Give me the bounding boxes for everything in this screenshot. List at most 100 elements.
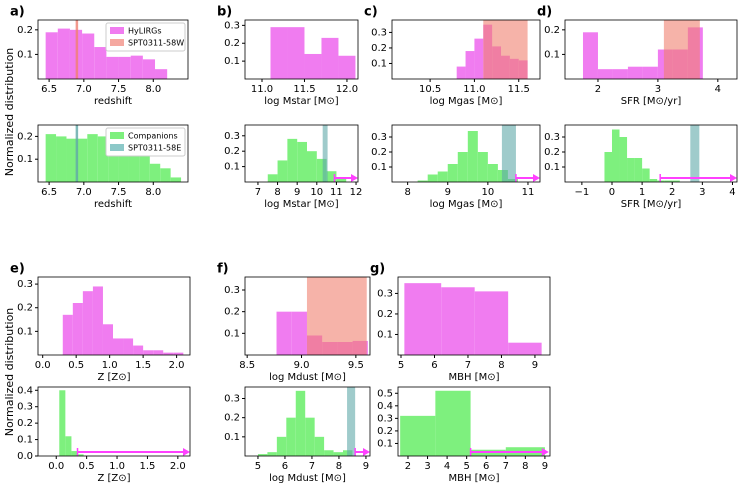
bar xyxy=(333,452,344,456)
bar xyxy=(627,158,635,182)
x-tick-label: 7 xyxy=(309,461,315,472)
x-tick-label: 6.5 xyxy=(41,84,57,95)
bar xyxy=(316,158,327,182)
x-tick-label: 11.5 xyxy=(293,84,315,95)
x-tick-label: 9 xyxy=(445,187,451,198)
bar xyxy=(649,179,658,182)
shaded-band xyxy=(322,125,328,182)
legend-label: HyLIRGs xyxy=(128,27,162,36)
y-tick-label: 0.1 xyxy=(371,162,387,173)
legend-box xyxy=(105,127,186,157)
bar xyxy=(106,56,119,79)
x-tick-label: 12.0 xyxy=(336,84,358,95)
y-tick-label: 0.3 xyxy=(377,288,393,299)
y-axis-label: Normalized distribution xyxy=(3,308,16,437)
bar xyxy=(276,311,292,355)
bar xyxy=(112,338,124,355)
x-tick-label: 2.0 xyxy=(169,360,185,371)
y-tick-label: 0.3 xyxy=(17,279,33,290)
y-tick-label: 0.3 xyxy=(371,27,387,38)
y-tick-label: 0.1 xyxy=(377,438,393,449)
bar xyxy=(627,66,643,79)
y-tick-label: 0.1 xyxy=(17,49,33,60)
x-tick-label: 6 xyxy=(483,461,489,472)
y-tick-label: 0.1 xyxy=(224,432,240,443)
y-tick-label: 0.3 xyxy=(224,285,240,296)
bar xyxy=(297,141,307,182)
x-tick-label: 9 xyxy=(363,461,369,472)
limit-arrow-head xyxy=(533,174,540,182)
bar xyxy=(277,160,288,182)
bar xyxy=(97,136,109,182)
axes-frame xyxy=(244,386,371,457)
x-tick-label: 8 xyxy=(274,187,280,198)
bar xyxy=(336,178,347,182)
x-tick-label: 7.5 xyxy=(111,84,127,95)
legend-swatch xyxy=(110,39,124,46)
bar xyxy=(321,37,339,79)
bar xyxy=(257,454,268,456)
bar xyxy=(153,350,164,355)
x-tick-label: 11 xyxy=(330,187,343,198)
bar xyxy=(102,324,113,355)
x-tick-label: 4 xyxy=(729,187,735,198)
bar xyxy=(326,171,337,182)
x-axis-label: log Mgas [M⊙] xyxy=(430,199,503,210)
bar xyxy=(71,451,78,456)
x-axis-label: redshift xyxy=(94,199,132,210)
bar xyxy=(56,136,67,182)
legend-swatch xyxy=(110,144,124,151)
y-tick-label: 0.2 xyxy=(17,131,33,142)
x-tick-label: 7.0 xyxy=(76,84,92,95)
bar xyxy=(139,152,150,182)
bar xyxy=(582,32,598,79)
y-tick-label: 0.1 xyxy=(224,56,240,67)
legend-label: SPT0311-58W xyxy=(128,39,184,48)
x-tick-label: 8 xyxy=(522,461,528,472)
x-axis-label: log Mstar [M⊙] xyxy=(264,96,339,107)
x-tick-label: 7 xyxy=(465,360,471,371)
bar xyxy=(672,180,680,182)
shaded-band xyxy=(690,125,700,182)
bar xyxy=(467,131,478,182)
x-axis-label: log Mgas [M⊙] xyxy=(430,96,503,107)
y-tick-label: 0.2 xyxy=(224,307,240,318)
bar xyxy=(59,390,66,456)
x-tick-label: 8.0 xyxy=(145,187,161,198)
bar xyxy=(474,38,484,79)
y-tick-label: 0.3 xyxy=(224,131,240,142)
panel-label: d) xyxy=(537,5,552,20)
axes-frame xyxy=(37,276,191,356)
y-tick-label: 0.2 xyxy=(371,147,387,158)
bar xyxy=(82,33,95,79)
bar xyxy=(487,164,498,182)
bar xyxy=(143,350,154,355)
bar xyxy=(94,47,107,79)
panel-label: a) xyxy=(10,5,25,20)
x-tick-label: 9 xyxy=(294,187,300,198)
y-tick-label: 0.2 xyxy=(224,413,240,424)
panel-label: g) xyxy=(370,262,385,277)
bar xyxy=(437,171,448,182)
y-tick-label: 0.1 xyxy=(544,162,560,173)
legend-swatch xyxy=(110,132,124,139)
bar xyxy=(642,168,650,182)
x-tick-label: 1 xyxy=(639,187,645,198)
legend-swatch xyxy=(110,27,124,34)
x-tick-label: 3 xyxy=(424,461,430,472)
bar xyxy=(160,168,171,182)
x-tick-label: 5 xyxy=(398,360,404,371)
limit-arrow-head xyxy=(183,448,190,456)
x-tick-label: 9.5 xyxy=(348,360,364,371)
bar xyxy=(118,150,129,182)
x-tick-label: 7.5 xyxy=(111,187,127,198)
bar xyxy=(65,436,72,456)
x-axis-label: redshift xyxy=(94,96,132,107)
bar xyxy=(324,450,334,456)
x-tick-label: 6.5 xyxy=(41,187,57,198)
x-axis-label: Z [Z⊙] xyxy=(97,473,130,484)
bar xyxy=(295,390,306,456)
x-tick-label: 7 xyxy=(255,187,261,198)
x-tick-label: 0.5 xyxy=(79,461,95,472)
